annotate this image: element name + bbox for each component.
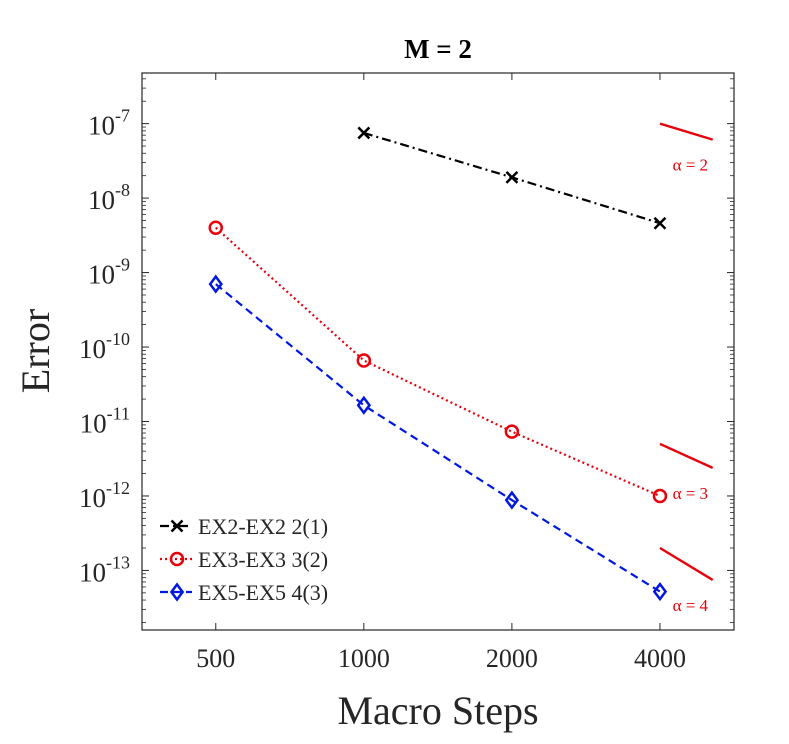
series-2-point-3 (504, 424, 520, 439)
series-1 (357, 126, 667, 230)
x-axis-label: Macro Steps (337, 688, 538, 733)
slope-ref-line-3 (659, 546, 714, 581)
series-line-3 (215, 283, 661, 593)
legend: EX2-EX2 2(1) EX3-EX3 3(2) EX5-EX5 4(3) (160, 514, 328, 605)
plot-frame (141, 72, 735, 631)
y-axis-label: Error (13, 309, 58, 393)
series-1-point-1 (357, 126, 371, 140)
axis-ticks (142, 73, 734, 630)
series-2-point-4 (652, 488, 668, 504)
slope-ref-label-3: α = 4 (673, 596, 709, 615)
legend-marker-3 (169, 582, 185, 602)
chart-title: M = 2 (404, 34, 472, 64)
x-tick-label-500: 500 (196, 644, 235, 673)
series-3-point-1 (208, 274, 223, 294)
slope-ref-line-2 (659, 442, 714, 469)
series-1-point-3 (653, 216, 667, 230)
series-3-point-3 (504, 490, 520, 510)
legend-marker-1 (170, 519, 184, 533)
legend-label-1: EX2-EX2 2(1) (198, 514, 328, 539)
data-series (208, 126, 668, 602)
y-tick-label--11: 10-11 (80, 403, 130, 438)
series-3-point-4 (652, 581, 668, 602)
series-line-2 (215, 226, 661, 497)
y-tick-label--10: 10-10 (79, 329, 130, 364)
series-2 (208, 220, 668, 504)
series-2-point-1 (208, 220, 224, 235)
slope-ref-label-2: α = 3 (673, 484, 709, 503)
x-tick-label-4000: 4000 (634, 644, 686, 673)
legend-label-3: EX5-EX5 4(3) (198, 580, 328, 605)
series-2-point-2 (356, 353, 372, 368)
x-tick-label-1000: 1000 (338, 644, 390, 673)
y-tick-label--7: 10-7 (88, 106, 130, 141)
slope-ref-line-1 (659, 122, 714, 141)
plot-area-background (142, 73, 734, 630)
y-tick-label--9: 10-9 (88, 255, 130, 290)
legend-label-2: EX3-EX3 3(2) (198, 547, 328, 572)
slope-ref-label-1: α = 2 (673, 156, 709, 175)
x-tick-label-2000: 2000 (486, 644, 538, 673)
series-3 (208, 274, 668, 602)
y-tick-label--13: 10-13 (79, 552, 130, 587)
series-1-point-2 (505, 170, 519, 184)
series-3-point-2 (356, 395, 372, 415)
legend-marker-2 (169, 551, 185, 567)
axis-labels: 500 1000 2000 4000 10-13 10-12 10-11 10-10 10-9 1… (79, 106, 686, 673)
y-tick-label--8: 10-8 (88, 180, 130, 215)
y-tick-label--12: 10-12 (79, 478, 130, 513)
slope-references: α = 2 α = 3 α = 4 (659, 122, 714, 615)
